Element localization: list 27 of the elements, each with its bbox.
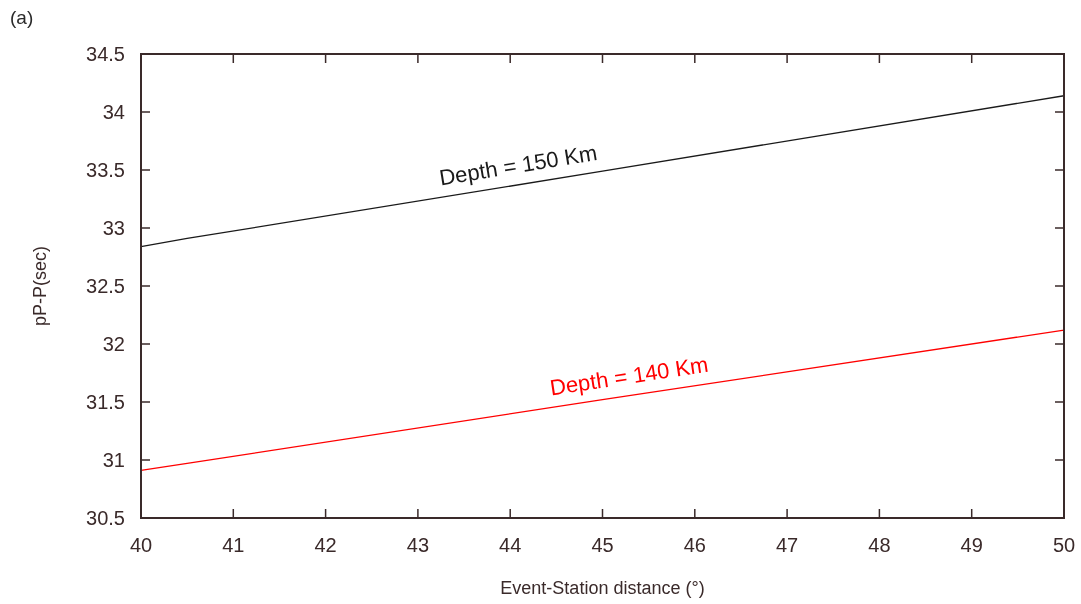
- x-tick-label: 46: [683, 534, 706, 556]
- y-tick-label: 33: [102, 217, 125, 239]
- x-axis-title: Event-Station distance (°): [500, 578, 705, 598]
- x-tick-label: 49: [960, 534, 983, 556]
- line-series: [140, 329, 1065, 472]
- text: (a): [10, 7, 34, 28]
- x-tick-label: 42: [314, 534, 337, 556]
- y-tick-label: 31.5: [86, 391, 125, 413]
- y-tick-label: 31: [102, 449, 125, 471]
- line-series: [140, 95, 1065, 248]
- x-tick-label: 44: [499, 534, 522, 556]
- x-tick-label: 41: [222, 534, 245, 556]
- x-tick-label: 48: [868, 534, 891, 556]
- y-tick-label: 32.5: [86, 275, 125, 297]
- y-tick-label: 34.5: [86, 43, 125, 65]
- y-tick-label: 33.5: [86, 159, 125, 181]
- x-tick-label: 43: [406, 534, 430, 556]
- y-tick-label: 30.5: [86, 507, 125, 529]
- x-tick-label: 40: [129, 534, 153, 556]
- y-axis-title: pP-P(sec): [30, 245, 50, 327]
- y-tick-label: 32: [102, 333, 125, 355]
- text: Depth = 140 Km: [548, 351, 710, 401]
- text: Depth = 150 Km: [437, 140, 599, 191]
- x-tick-label: 50: [1052, 534, 1076, 556]
- y-tick-label: 34: [102, 101, 125, 123]
- x-tick-label: 47: [775, 534, 799, 556]
- x-tick-label: 45: [591, 534, 614, 556]
